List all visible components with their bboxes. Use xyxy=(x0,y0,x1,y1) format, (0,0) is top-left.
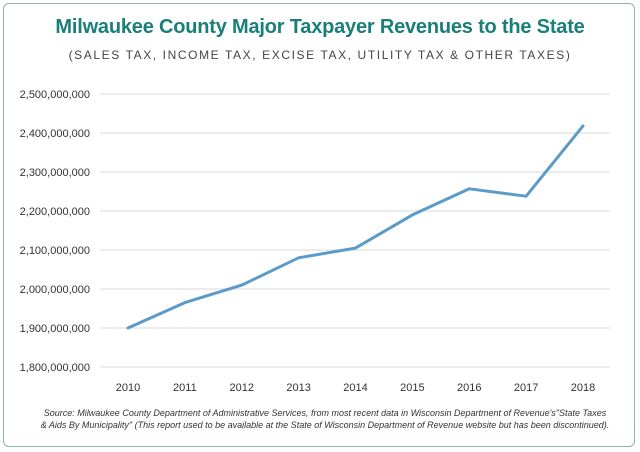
x-tick-label: 2018 xyxy=(571,382,595,394)
x-tick-label: 2017 xyxy=(514,382,538,394)
x-axis-tick-labels: 2010 2011 2012 2013 2014 2015 2016 2017 2018 xyxy=(116,382,595,394)
x-tick-label: 2010 xyxy=(116,382,140,394)
y-tick-label: 2,300,000,000 xyxy=(20,167,90,179)
y-tick-label: 2,200,000,000 xyxy=(20,206,90,218)
series-layer xyxy=(126,124,585,330)
x-tick-label: 2015 xyxy=(400,382,424,394)
y-tick-label: 2,400,000,000 xyxy=(20,128,90,140)
x-tick-label: 2012 xyxy=(230,382,254,394)
chart-title: Milwaukee County Major Taxpayer Revenues… xyxy=(55,16,585,38)
y-tick-label: 2,500,000,000 xyxy=(20,89,90,101)
y-tick-label: 2,100,000,000 xyxy=(20,245,90,257)
y-tick-label: 2,000,000,000 xyxy=(20,284,90,296)
x-tick-label: 2013 xyxy=(286,382,310,394)
source-note: Source: Milwaukee County Department of A… xyxy=(40,408,610,430)
y-tick-label: 1,800,000,000 xyxy=(20,362,90,374)
gridlines xyxy=(100,93,610,368)
x-tick-label: 2014 xyxy=(343,382,367,394)
x-tick-label: 2016 xyxy=(457,382,481,394)
series-line xyxy=(126,124,585,330)
y-tick-label: 1,900,000,000 xyxy=(20,323,90,335)
x-tick-label: 2011 xyxy=(173,382,197,394)
chart-subtitle: (SALES TAX, INCOME TAX, EXCISE TAX, UTIL… xyxy=(68,48,572,62)
y-axis-tick-labels: 1,800,000,000 1,900,000,000 2,000,000,000 2… xyxy=(20,89,90,374)
chart-frame xyxy=(3,3,635,447)
